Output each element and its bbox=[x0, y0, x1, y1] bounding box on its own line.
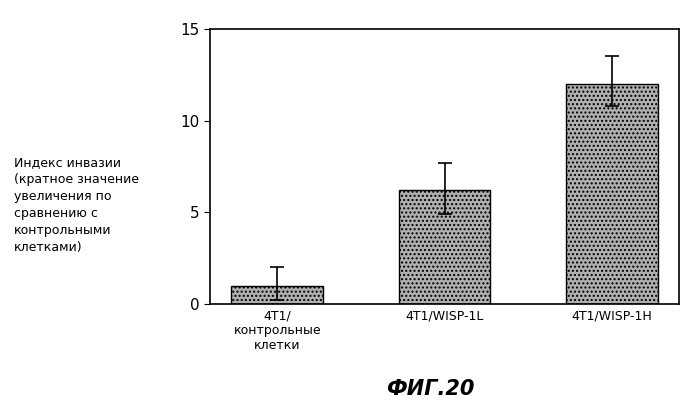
Text: Индекс инвазии
(кратное значение
увеличения по
сравнению с
контрольными
клетками: Индекс инвазии (кратное значение увеличе… bbox=[14, 156, 139, 254]
Bar bbox=[566, 84, 658, 304]
Bar bbox=[398, 190, 491, 304]
Text: ФИГ.20: ФИГ.20 bbox=[386, 379, 475, 399]
Bar bbox=[231, 286, 323, 304]
